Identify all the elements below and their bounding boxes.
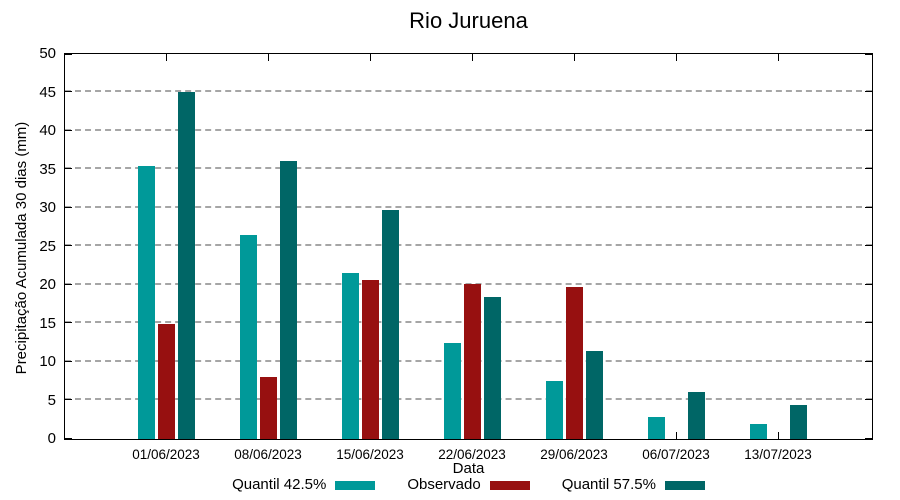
bar [463, 283, 481, 439]
bar [279, 161, 297, 439]
y-tick-mark [865, 438, 872, 439]
bar [545, 380, 563, 439]
legend: Quantil 42.5% Observado Quantil 57.5% [64, 475, 873, 495]
bar [361, 279, 379, 439]
x-tick-label: 15/06/2023 [336, 447, 404, 462]
gridline [65, 206, 872, 208]
legend-label: Quantil 42.5% [232, 476, 327, 493]
y-tick-mark [65, 168, 72, 169]
y-tick-mark [65, 245, 72, 246]
bar [177, 91, 195, 439]
bar [687, 392, 705, 439]
bar [381, 209, 399, 439]
y-tick-mark [865, 322, 872, 323]
bar [565, 287, 583, 439]
bar [789, 405, 807, 439]
legend-swatch [489, 480, 530, 490]
x-tick-mark [268, 54, 269, 61]
plot-area [64, 53, 873, 440]
x-tick-mark [472, 54, 473, 61]
y-tick-mark [865, 361, 872, 362]
legend-item: Quantil 42.5% [232, 476, 376, 494]
y-tick-label: 0 [47, 430, 56, 447]
y-tick-mark [65, 399, 72, 400]
y-tick-label: 10 [39, 353, 56, 370]
y-tick-mark [865, 168, 872, 169]
legend-item: Observado [407, 476, 530, 494]
y-tick-mark [65, 438, 72, 439]
y-tick-mark [65, 207, 72, 208]
y-tick-mark [65, 361, 72, 362]
y-tick-mark [865, 207, 872, 208]
legend-label: Observado [407, 476, 481, 493]
y-tick-label: 20 [39, 276, 56, 293]
x-tick-mark [370, 54, 371, 61]
x-axis-label: Data [452, 460, 485, 477]
y-tick-label: 30 [39, 199, 56, 216]
legend-item: Quantil 57.5% [562, 476, 705, 494]
bar [341, 273, 359, 439]
x-tick-label: 06/07/2023 [642, 447, 710, 462]
x-tick-mark [676, 54, 677, 61]
y-tick-mark [865, 284, 872, 285]
bar [483, 296, 501, 439]
x-tick-label: 13/07/2023 [744, 447, 812, 462]
gridline [65, 129, 872, 131]
x-tick-label: 01/06/2023 [132, 447, 200, 462]
bar [647, 417, 665, 439]
x-tick-mark [166, 54, 167, 61]
legend-label: Quantil 57.5% [561, 476, 656, 493]
y-tick-mark [65, 130, 72, 131]
y-tick-label: 40 [39, 122, 56, 139]
bar [443, 342, 461, 439]
x-tick-label: 22/06/2023 [438, 447, 506, 462]
gridline [65, 244, 872, 246]
y-tick-mark [865, 399, 872, 400]
bar [259, 376, 277, 439]
y-tick-mark [65, 322, 72, 323]
y-tick-mark [865, 245, 872, 246]
bar [239, 234, 257, 439]
y-tick-label: 45 [39, 83, 56, 101]
gridline [65, 90, 872, 92]
bar [137, 166, 155, 439]
y-tick-label: 35 [39, 160, 56, 178]
y-tick-mark [865, 54, 872, 55]
legend-swatch [664, 480, 705, 490]
y-tick-mark [865, 91, 872, 92]
x-tick-mark [778, 432, 779, 439]
y-tick-label: 50 [39, 45, 56, 62]
y-tick-label: 15 [39, 314, 56, 332]
bar [157, 323, 175, 439]
x-tick-mark [676, 432, 677, 439]
y-tick-label: 25 [39, 237, 56, 255]
y-tick-mark [65, 284, 72, 285]
gridline [65, 167, 872, 169]
y-tick-label: 5 [47, 391, 56, 409]
bar [585, 351, 603, 439]
legend-swatch [335, 480, 376, 490]
chart-title: Rio Juruena [409, 8, 528, 33]
y-tick-mark [65, 91, 72, 92]
y-tick-mark [865, 130, 872, 131]
x-tick-mark [574, 54, 575, 61]
bar [749, 423, 767, 439]
x-tick-label: 08/06/2023 [234, 447, 302, 462]
x-tick-label: 29/06/2023 [540, 447, 608, 462]
y-tick-mark [65, 54, 72, 55]
x-tick-mark [778, 54, 779, 61]
